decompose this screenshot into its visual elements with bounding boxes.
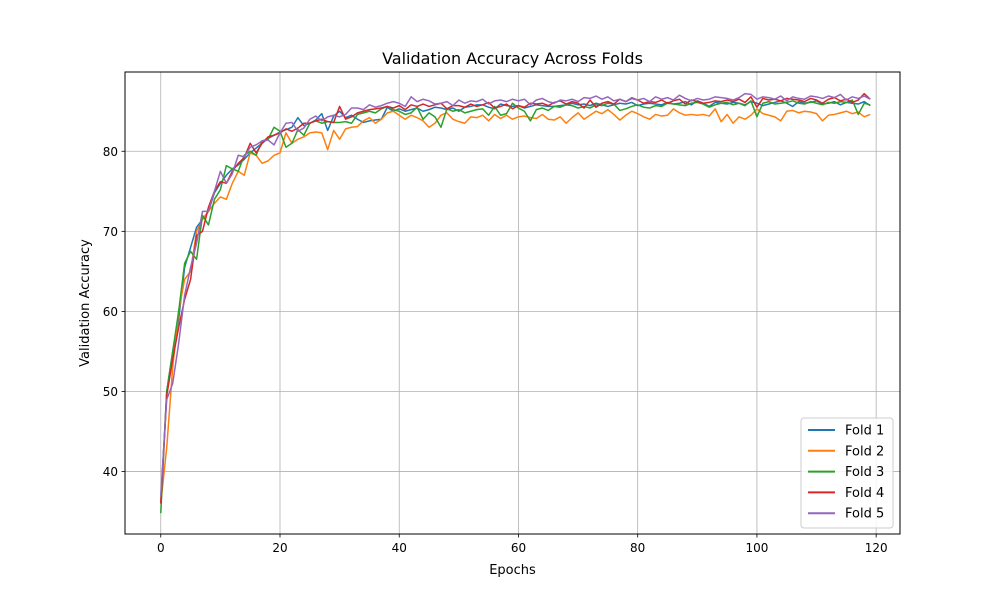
y-tick-label: 80 <box>103 145 118 159</box>
series-line-fold-3 <box>160 99 871 514</box>
series-layer <box>160 92 871 514</box>
ticks: 0 20 40 60 80 100 120 40 50 60 70 80 <box>103 145 888 555</box>
chart-title: Validation Accuracy Across Folds <box>382 49 643 68</box>
x-tick-label: 80 <box>630 541 645 555</box>
x-tick-label: 120 <box>865 541 888 555</box>
x-tick-label: 40 <box>392 541 407 555</box>
x-tick-label: 20 <box>272 541 287 555</box>
legend-label: Fold 4 <box>845 486 884 501</box>
legend-label: Fold 1 <box>845 424 884 439</box>
x-tick-label: 60 <box>511 541 526 555</box>
legend-box <box>800 417 894 529</box>
grid <box>125 72 900 534</box>
legend-label: Fold 2 <box>845 444 884 459</box>
x-tick-label: 0 <box>157 541 165 555</box>
legend-label: Fold 3 <box>845 465 884 480</box>
series-line-fold-5 <box>160 92 871 496</box>
legend: Fold 1 Fold 2 Fold 3 Fold 4 Fold 5 <box>800 417 894 529</box>
x-tick-label: 100 <box>745 541 768 555</box>
y-tick-label: 40 <box>103 465 118 479</box>
y-axis-label: Validation Accuracy <box>78 239 93 367</box>
y-tick-label: 50 <box>103 385 118 399</box>
plot-frame <box>124 71 901 535</box>
x-axis-label: Epochs <box>489 563 536 578</box>
y-tick-label: 70 <box>103 225 118 239</box>
series-line-fold-2 <box>160 108 871 504</box>
legend-label: Fold 5 <box>845 507 884 522</box>
y-tick-label: 60 <box>103 305 118 319</box>
